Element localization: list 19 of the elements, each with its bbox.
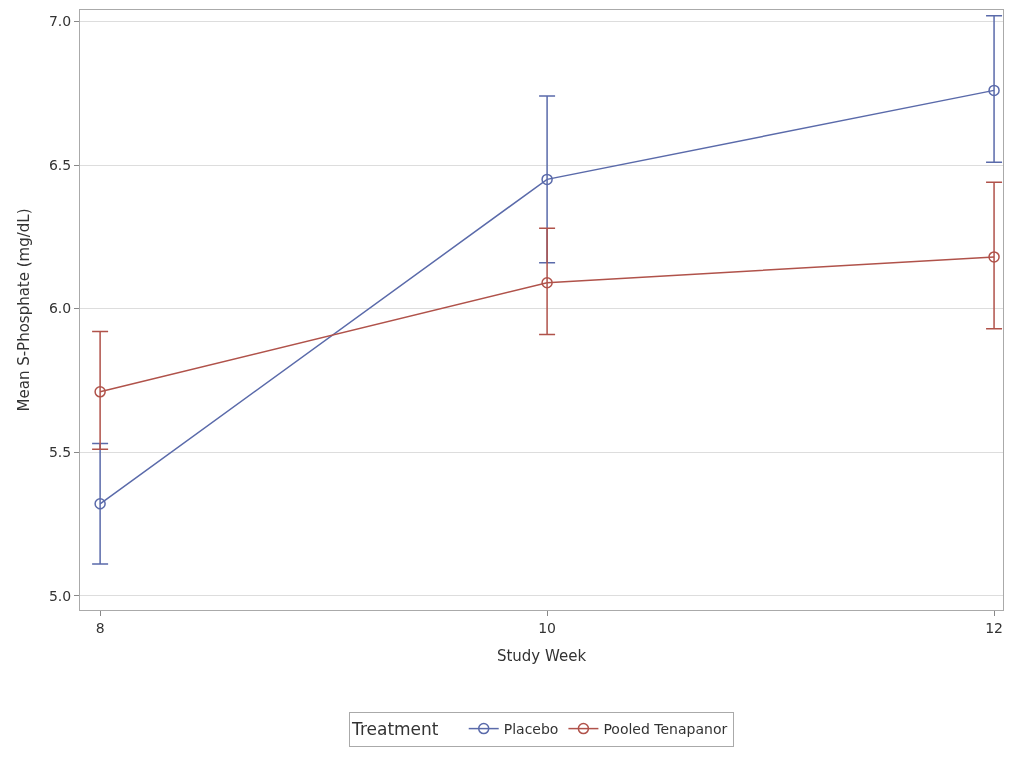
x-axis-title: Study Week xyxy=(496,646,587,665)
point xyxy=(988,84,1000,97)
legend-title: Treatment xyxy=(351,719,455,740)
y-axis-title: Mean S-Phosphate (mg/dL) xyxy=(15,208,34,412)
point xyxy=(94,498,106,510)
point xyxy=(541,276,553,289)
x-tick-label: 10 xyxy=(538,619,556,636)
y-tick-label: 7.0 xyxy=(48,13,72,30)
x-tick-label: 8 xyxy=(95,619,105,636)
y-tick-label: 5.5 xyxy=(48,444,72,461)
y-tick-label: 6.5 xyxy=(48,156,72,173)
point xyxy=(541,173,553,186)
legend-label: Pooled Tenapanor xyxy=(603,721,728,738)
y-tick-label: 5.0 xyxy=(48,587,72,604)
x-tick-label: 12 xyxy=(985,619,1003,636)
point xyxy=(94,386,106,398)
point xyxy=(988,251,1000,263)
y-tick-label: 6.0 xyxy=(48,300,72,317)
legend-label: Placebo xyxy=(503,721,559,738)
